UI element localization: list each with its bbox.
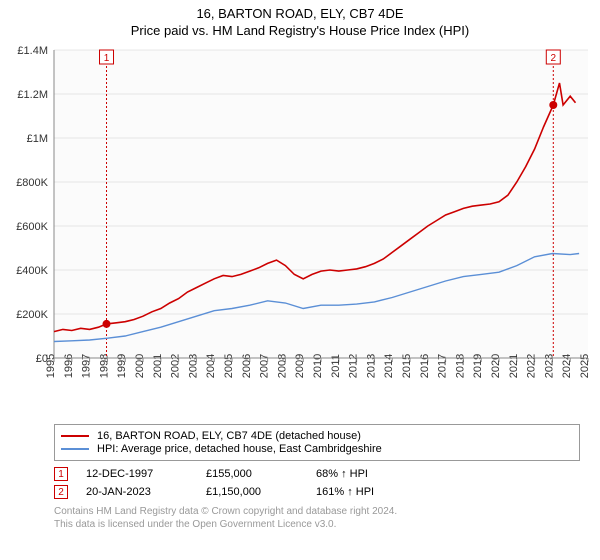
svg-text:2005: 2005 [223, 354, 235, 378]
sale-date: 12-DEC-1997 [86, 468, 206, 480]
footer-attribution: Contains HM Land Registry data © Crown c… [54, 505, 580, 531]
svg-text:2014: 2014 [383, 354, 395, 378]
legend-swatch [61, 448, 89, 450]
svg-text:2021: 2021 [508, 354, 520, 378]
svg-text:2008: 2008 [276, 354, 288, 378]
svg-text:£1.4M: £1.4M [17, 45, 48, 57]
legend: 16, BARTON ROAD, ELY, CB7 4DE (detached … [54, 424, 580, 461]
legend-item: 16, BARTON ROAD, ELY, CB7 4DE (detached … [61, 430, 573, 442]
svg-text:£1.2M: £1.2M [17, 89, 48, 101]
svg-text:£200K: £200K [16, 309, 48, 321]
svg-text:1995: 1995 [45, 354, 57, 378]
svg-text:2000: 2000 [134, 354, 146, 378]
svg-text:£400K: £400K [16, 265, 48, 277]
svg-text:2023: 2023 [543, 354, 555, 378]
svg-text:1997: 1997 [81, 354, 93, 378]
svg-text:£1M: £1M [27, 133, 48, 145]
svg-text:2: 2 [551, 53, 557, 64]
title-sub: Price paid vs. HM Land Registry's House … [0, 23, 600, 38]
svg-text:2022: 2022 [526, 354, 538, 378]
svg-text:2020: 2020 [490, 354, 502, 378]
svg-text:2007: 2007 [259, 354, 271, 378]
sale-price: £1,150,000 [206, 486, 316, 498]
svg-text:2024: 2024 [561, 354, 573, 378]
sale-marker: 1 [54, 467, 68, 481]
svg-text:2009: 2009 [294, 354, 306, 378]
sales-table: 1 12-DEC-1997 £155,000 68% ↑ HPI 2 20-JA… [54, 467, 580, 499]
svg-text:2019: 2019 [472, 354, 484, 378]
svg-text:2002: 2002 [170, 354, 182, 378]
legend-swatch [61, 435, 89, 437]
chart-area: £0£200K£400K£600K£800K£1M£1.2M£1.4M19951… [0, 40, 600, 420]
svg-text:2012: 2012 [348, 354, 360, 378]
sale-date: 20-JAN-2023 [86, 486, 206, 498]
title-main: 16, BARTON ROAD, ELY, CB7 4DE [0, 6, 600, 21]
sale-row: 1 12-DEC-1997 £155,000 68% ↑ HPI [54, 467, 580, 481]
sale-pct: 68% ↑ HPI [316, 468, 426, 480]
svg-text:1996: 1996 [63, 354, 75, 378]
svg-text:2015: 2015 [401, 354, 413, 378]
sale-pct: 161% ↑ HPI [316, 486, 426, 498]
svg-text:2001: 2001 [152, 354, 164, 378]
legend-label: HPI: Average price, detached house, East… [97, 443, 382, 455]
footer-line: Contains HM Land Registry data © Crown c… [54, 505, 580, 518]
svg-text:2013: 2013 [365, 354, 377, 378]
chart-container: 16, BARTON ROAD, ELY, CB7 4DE Price paid… [0, 0, 600, 531]
svg-text:1998: 1998 [98, 354, 110, 378]
chart-titles: 16, BARTON ROAD, ELY, CB7 4DE Price paid… [0, 0, 600, 40]
svg-text:2010: 2010 [312, 354, 324, 378]
legend-item: HPI: Average price, detached house, East… [61, 443, 573, 455]
svg-text:£800K: £800K [16, 177, 48, 189]
footer-line: This data is licensed under the Open Gov… [54, 518, 580, 531]
svg-text:1: 1 [104, 53, 110, 64]
svg-text:1999: 1999 [116, 354, 128, 378]
svg-text:£600K: £600K [16, 221, 48, 233]
svg-text:2004: 2004 [205, 354, 217, 378]
sale-marker: 2 [54, 485, 68, 499]
svg-text:2006: 2006 [241, 354, 253, 378]
sale-row: 2 20-JAN-2023 £1,150,000 161% ↑ HPI [54, 485, 580, 499]
sale-price: £155,000 [206, 468, 316, 480]
svg-text:2017: 2017 [437, 354, 449, 378]
svg-text:2025: 2025 [579, 354, 591, 378]
legend-label: 16, BARTON ROAD, ELY, CB7 4DE (detached … [97, 430, 361, 442]
svg-text:2016: 2016 [419, 354, 431, 378]
line-chart-svg: £0£200K£400K£600K£800K£1M£1.2M£1.4M19951… [0, 40, 600, 420]
svg-text:2018: 2018 [454, 354, 466, 378]
svg-text:2003: 2003 [187, 354, 199, 378]
